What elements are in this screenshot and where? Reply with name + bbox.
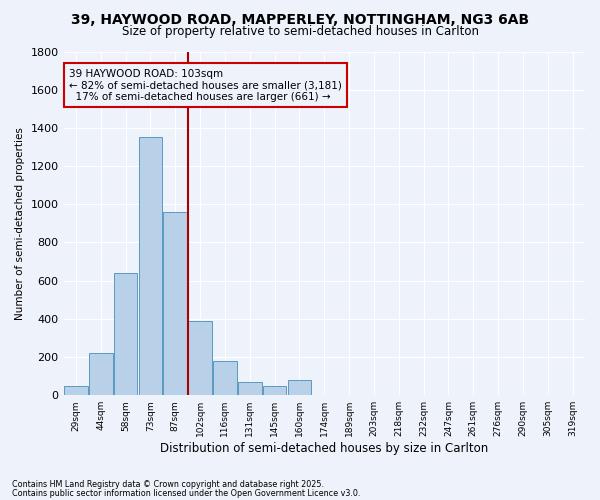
Text: Contains public sector information licensed under the Open Government Licence v3: Contains public sector information licen… xyxy=(12,489,361,498)
Y-axis label: Number of semi-detached properties: Number of semi-detached properties xyxy=(15,127,25,320)
Bar xyxy=(64,386,88,395)
Text: Size of property relative to semi-detached houses in Carlton: Size of property relative to semi-detach… xyxy=(121,25,479,38)
Bar xyxy=(213,361,237,395)
X-axis label: Distribution of semi-detached houses by size in Carlton: Distribution of semi-detached houses by … xyxy=(160,442,488,455)
Text: 39, HAYWOOD ROAD, MAPPERLEY, NOTTINGHAM, NG3 6AB: 39, HAYWOOD ROAD, MAPPERLEY, NOTTINGHAM,… xyxy=(71,12,529,26)
Bar xyxy=(139,138,162,395)
Text: Contains HM Land Registry data © Crown copyright and database right 2025.: Contains HM Land Registry data © Crown c… xyxy=(12,480,324,489)
Bar xyxy=(163,212,187,395)
Bar xyxy=(287,380,311,395)
Bar xyxy=(89,353,113,395)
Bar xyxy=(188,320,212,395)
Text: 39 HAYWOOD ROAD: 103sqm
← 82% of semi-detached houses are smaller (3,181)
  17% : 39 HAYWOOD ROAD: 103sqm ← 82% of semi-de… xyxy=(69,68,341,102)
Bar xyxy=(263,386,286,395)
Bar xyxy=(114,273,137,395)
Bar xyxy=(238,382,262,395)
